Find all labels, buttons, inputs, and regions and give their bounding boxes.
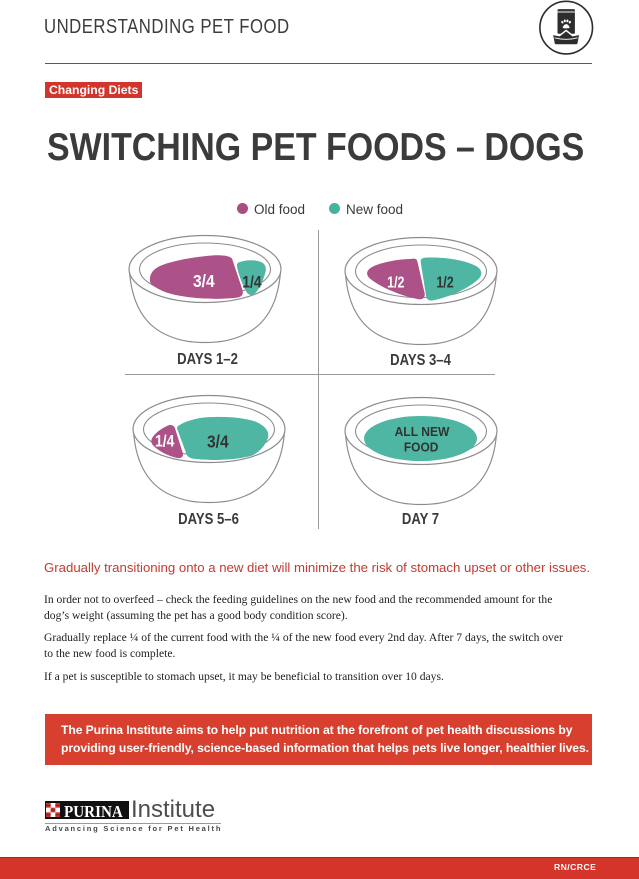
svg-text:3/4: 3/4 — [193, 271, 215, 291]
svg-text:ALL NEW: ALL NEW — [395, 424, 450, 440]
svg-text:FOOD: FOOD — [404, 440, 439, 455]
svg-text:1/2: 1/2 — [436, 274, 453, 292]
svg-text:1/4: 1/4 — [155, 432, 175, 451]
svg-text:1/2: 1/2 — [387, 274, 404, 292]
svg-text:3/4: 3/4 — [207, 431, 229, 451]
svg-text:1/4: 1/4 — [242, 273, 262, 292]
